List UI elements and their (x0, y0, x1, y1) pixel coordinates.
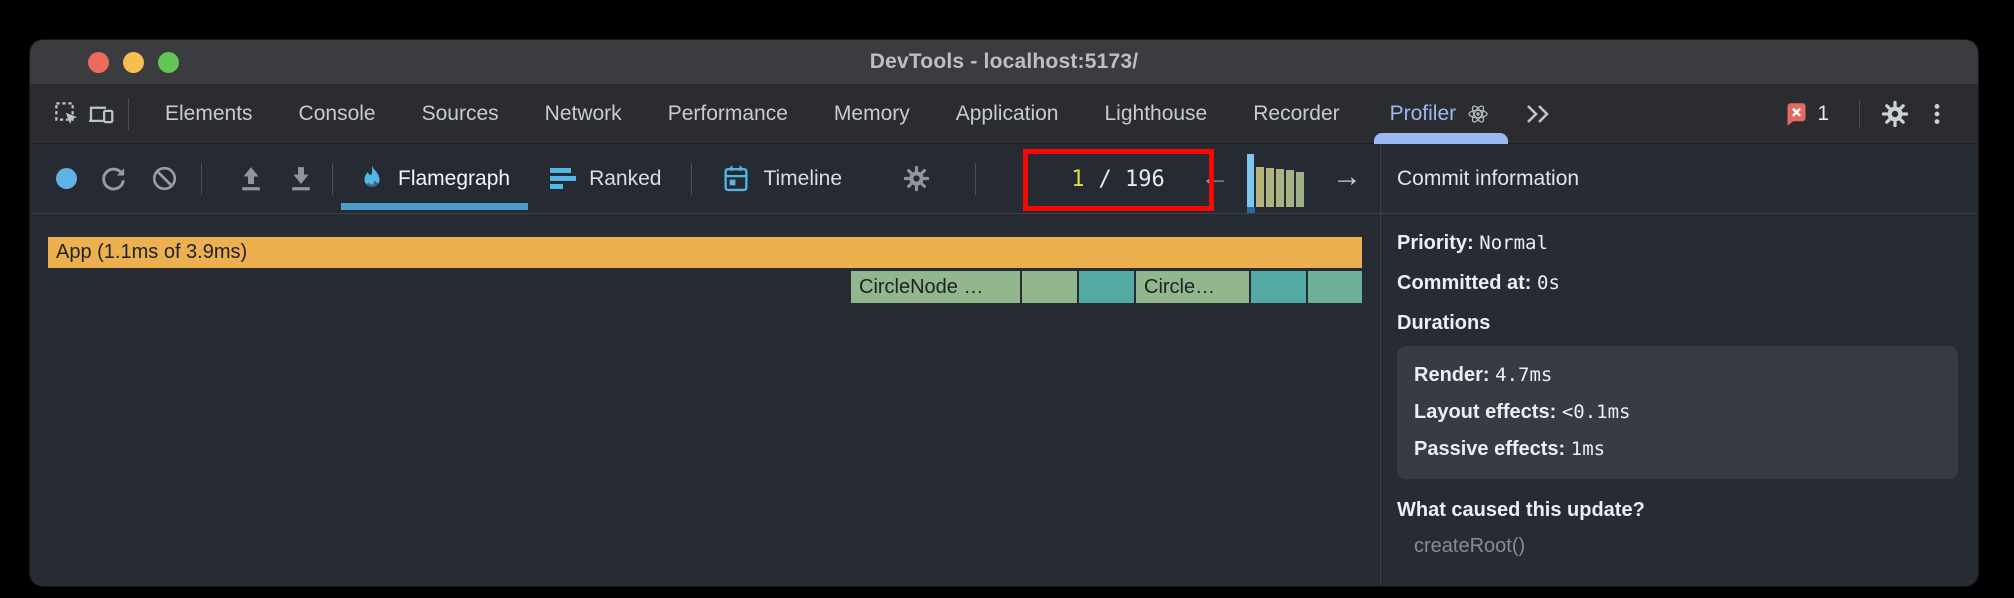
layout-effects-value: <0.1ms (1561, 401, 1631, 423)
update-cause-title: What caused this update? (1397, 499, 1645, 521)
next-commit-arrow[interactable]: → (1332, 160, 1362, 193)
tab-lighthouse[interactable]: Lighthouse (1104, 102, 1208, 125)
flame-bar[interactable] (1308, 271, 1362, 303)
toolbar-separator (201, 162, 202, 195)
react-atom-icon (1466, 102, 1490, 126)
flame-bar-app[interactable]: App (1.1ms of 3.9ms) (48, 237, 1362, 268)
devtools-tab-bar: Elements Console Sources Network Performance… (30, 85, 1978, 144)
tab-performance[interactable]: Performance (667, 102, 788, 125)
previous-commit-arrow[interactable]: ← (1200, 160, 1230, 193)
passive-effects-value: 1ms (1570, 438, 1606, 460)
commit-selector-bars (1247, 154, 1304, 207)
priority-row: Priority: Normal (1397, 232, 1958, 255)
more-tabs-icon[interactable] (1520, 101, 1556, 127)
commit-info-body: Priority: Normal Committed at: 0s Durati… (1381, 214, 1978, 558)
passive-effects-label: Passive effects: (1414, 438, 1566, 460)
ranked-bars-icon (550, 168, 577, 189)
panel-tabs: Elements Console Sources Network Performance… (165, 102, 1340, 126)
commit-info-header: Commit information (1381, 144, 1978, 214)
toolbar-separator (691, 162, 693, 195)
layout-effects-row: Layout effects: <0.1ms (1414, 394, 1941, 431)
flame-bar-circlenode[interactable]: CircleNode … (851, 271, 1020, 303)
render-label: Render: (1414, 364, 1490, 386)
flamegraph-canvas[interactable]: App (1.1ms of 3.9ms) CircleNode … Circle… (30, 214, 1380, 585)
profiler-toolbar: Flamegraph Ranked (30, 144, 1380, 214)
devtools-body: Flamegraph Ranked (30, 144, 1978, 585)
profiler-active-underline (1373, 133, 1509, 144)
tab-sources[interactable]: Sources (421, 102, 499, 125)
passive-effects-row: Passive effects: 1ms (1414, 431, 1941, 468)
tab-flamegraph-label: Flamegraph (398, 166, 511, 190)
commit-counter: 1 / 196 (1043, 154, 1193, 204)
record-button[interactable] (56, 168, 77, 189)
tab-timeline[interactable]: Timeline (702, 144, 862, 213)
tab-network[interactable]: Network (544, 102, 622, 125)
commit-current: 1 (1071, 166, 1085, 192)
profiler-pane: Flamegraph Ranked (30, 144, 1380, 585)
upload-profile-icon[interactable] (236, 164, 266, 194)
commit-bar[interactable] (1247, 154, 1254, 207)
committed-at-row: Committed at: 0s (1397, 272, 1958, 295)
commit-bar[interactable] (1276, 169, 1284, 207)
clear-profile-icon[interactable] (150, 164, 179, 193)
error-flag-icon (1787, 102, 1806, 126)
layout-effects-label: Layout effects: (1414, 401, 1557, 423)
durations-title: Durations (1397, 312, 1491, 334)
profiler-settings-gear-icon[interactable] (902, 164, 931, 193)
calendar-icon (722, 164, 750, 194)
tab-recorder[interactable]: Recorder (1253, 102, 1340, 125)
toolbar-separator (332, 162, 333, 195)
tab-profiler-label: Profiler (1389, 102, 1457, 125)
tabbar-separator (1859, 100, 1860, 128)
flame-icon (359, 164, 385, 194)
tab-ranked-label: Ranked (589, 166, 662, 190)
reload-and-profile-icon[interactable] (99, 164, 128, 193)
download-profile-icon[interactable] (286, 164, 316, 194)
tab-timeline-label: Timeline (763, 166, 843, 190)
traffic-lights (88, 40, 179, 84)
kebab-menu-icon[interactable] (1920, 97, 1954, 131)
commit-bar[interactable] (1296, 172, 1304, 207)
tab-ranked[interactable]: Ranked (530, 144, 681, 213)
minimize-window-button[interactable] (123, 51, 144, 73)
issues-count: 1 (1817, 102, 1829, 125)
tab-flamegraph[interactable]: Flamegraph (339, 144, 530, 213)
priority-label: Priority: (1397, 232, 1474, 254)
settings-gear-icon[interactable] (1878, 97, 1912, 131)
title-bar: DevTools - localhost:5173/ (30, 40, 1978, 85)
toolbar-separator (975, 162, 977, 195)
window-title: DevTools - localhost:5173/ (869, 50, 1139, 73)
flame-bar[interactable] (1022, 271, 1077, 303)
tabbar-separator (128, 98, 129, 130)
render-value: 4.7ms (1495, 364, 1553, 386)
flame-bar[interactable] (1079, 271, 1134, 303)
commit-bar[interactable] (1266, 168, 1274, 207)
commit-scroll-indicator (1247, 207, 1255, 213)
commit-total: / 196 (1098, 166, 1165, 192)
inspect-element-icon[interactable] (50, 97, 84, 131)
render-duration-row: Render: 4.7ms (1414, 357, 1941, 394)
tabbar-right-group: 1 (1783, 97, 1954, 131)
tab-elements[interactable]: Elements (165, 102, 253, 125)
tab-memory[interactable]: Memory (833, 102, 910, 125)
commit-bar[interactable] (1286, 170, 1294, 207)
issues-badge[interactable]: 1 (1783, 101, 1829, 128)
committed-at-value: 0s (1537, 272, 1560, 294)
tab-application[interactable]: Application (955, 102, 1059, 125)
committed-at-label: Committed at: (1397, 272, 1532, 294)
durations-box: Render: 4.7ms Layout effects: <0.1ms Pas… (1397, 346, 1958, 479)
commit-bar[interactable] (1256, 167, 1264, 207)
commit-info-pane: Commit information Priority: Normal Comm… (1380, 144, 1978, 585)
close-window-button[interactable] (88, 51, 109, 73)
tab-console[interactable]: Console (298, 102, 376, 125)
device-toolbar-icon[interactable] (84, 97, 118, 131)
devtools-window: DevTools - localhost:5173/ Elements Conso… (30, 40, 1978, 586)
flame-bar-circle…[interactable]: Circle… (1136, 271, 1249, 303)
flame-bar[interactable] (1251, 271, 1306, 303)
priority-value: Normal (1479, 232, 1548, 254)
zoom-window-button[interactable] (158, 51, 179, 73)
tab-profiler[interactable]: Profiler (1373, 85, 1509, 144)
update-cause-item[interactable]: createRoot() (1414, 535, 1526, 557)
